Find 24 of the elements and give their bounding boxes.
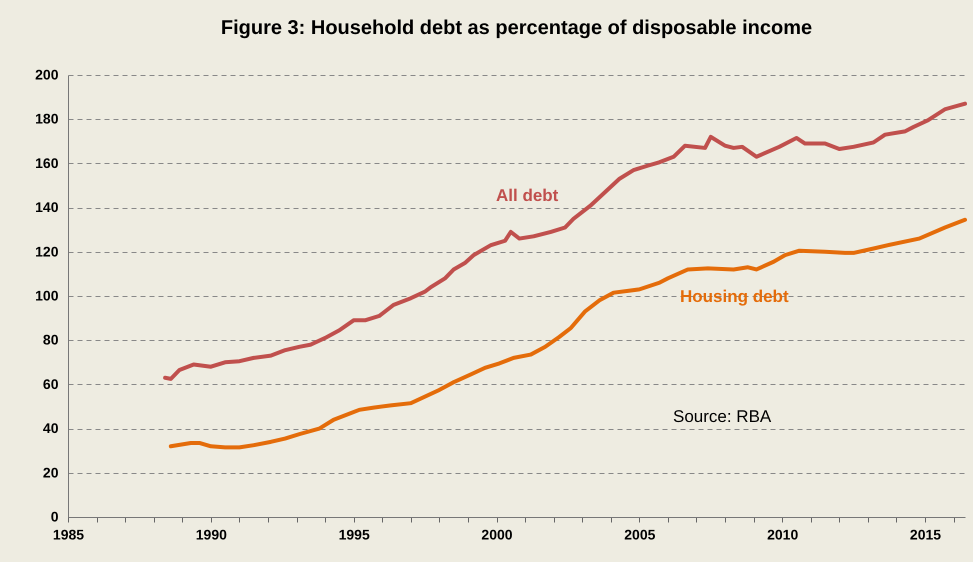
y-tick-label: 80 [42,332,59,348]
y-tick-label: 60 [42,376,59,392]
y-tick-label: 140 [35,199,59,216]
y-tick-label: 20 [42,464,59,480]
series-label: All debt [496,186,559,205]
chart-title: Figure 3: Household debt as percentage of disposable income [220,17,812,39]
x-tick-label: 2015 [910,526,942,542]
line-series [168,218,967,450]
y-tick-label: 0 [50,508,59,524]
y-tick-label: 100 [35,288,59,304]
x-tick-label: 2000 [481,526,513,542]
y-tick-label: 120 [35,243,59,260]
y-tick-label: 160 [35,154,59,171]
y-tick-label: 40 [42,420,59,436]
annotation: Source: RBA [673,407,772,426]
line-series [163,102,967,381]
y-tick-label: 180 [35,110,59,127]
x-tick-label: 2010 [767,526,798,542]
x-tick-label: 1995 [338,526,370,542]
x-tick-label: 1985 [52,526,84,542]
y-tick-label: 200 [35,66,59,82]
x-tick-label: 2005 [624,526,656,542]
series-label: Housing debt [680,287,789,306]
x-tick-label: 1990 [196,526,228,542]
